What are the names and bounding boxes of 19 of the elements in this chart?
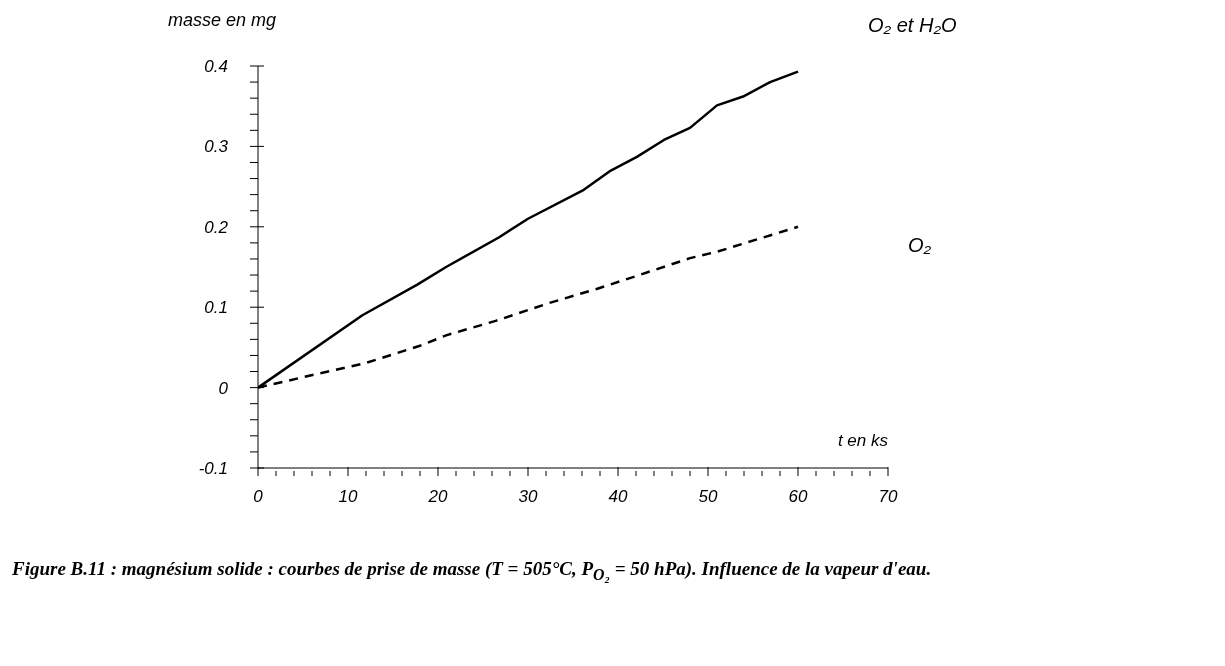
x-tick-label: 60: [788, 487, 808, 506]
x-axis-title: t en ks: [837, 431, 889, 450]
x-tick-label: 50: [698, 487, 718, 506]
y-tick-label: -0.1: [198, 459, 228, 478]
x-tick-label: 30: [518, 487, 538, 506]
text: Figure B.11 : magnésium solide : courbes de prise de masse (T = 505°C, P$_{O₂}$ = 50 hPa). Influence de la vapeur d'eau.: [12, 558, 933, 584]
y-tick-label: 0: [218, 378, 229, 398]
y-tick-label: 0.4: [204, 57, 228, 76]
text: O₂: [908, 233, 932, 256]
y-tick-label: 0.1: [204, 298, 228, 318]
x-tick-label: 70: [878, 487, 898, 506]
x-tick-label: 40: [608, 487, 628, 506]
x-tick-label: 20: [427, 487, 448, 506]
x-tick-label: 0: [253, 487, 264, 506]
y-tick-label: 0.2: [204, 217, 229, 237]
x-tick-label: 10: [338, 487, 358, 506]
text: O₂ et H₂O: [868, 13, 957, 36]
y-axis-title: masse en mg: [168, 10, 277, 30]
y-tick-label: 0.3: [204, 137, 229, 157]
